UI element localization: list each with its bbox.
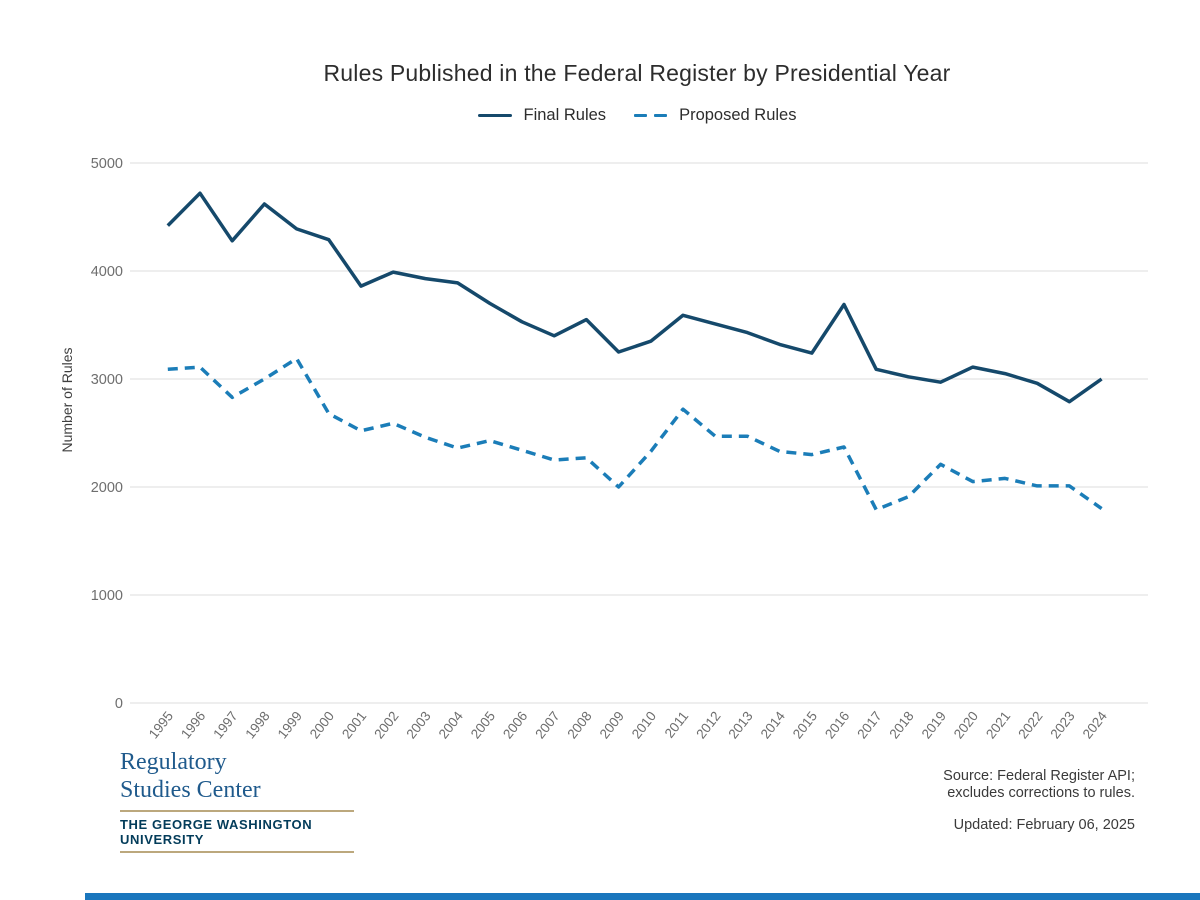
svg-text:2003: 2003: [403, 709, 433, 742]
svg-text:2020: 2020: [951, 709, 981, 742]
proposed-rules-line-swatch: [634, 113, 668, 118]
svg-text:2014: 2014: [758, 708, 789, 741]
source-line-2: excludes corrections to rules.: [947, 785, 1135, 801]
logo-line-gwu: THE GEORGE WASHINGTON UNIVERSITY: [120, 817, 313, 847]
svg-text:2018: 2018: [886, 709, 916, 742]
svg-text:2024: 2024: [1080, 708, 1111, 741]
svg-text:2012: 2012: [693, 709, 723, 742]
svg-text:2022: 2022: [1015, 709, 1045, 742]
svg-text:2008: 2008: [564, 709, 594, 742]
y-axis-title: Number of Rules: [59, 347, 75, 452]
proposed-rules-line: [167, 356, 1103, 512]
logo-line-studies-center: Studies Center: [120, 776, 261, 803]
svg-text:2000: 2000: [91, 480, 123, 496]
svg-text:2017: 2017: [854, 709, 884, 742]
logo-gold-rule-top: [120, 810, 354, 812]
svg-text:3000: 3000: [91, 372, 123, 388]
svg-text:2013: 2013: [725, 709, 755, 742]
chart-legend: Final Rules Proposed Rules: [37, 106, 1200, 125]
source-line-1: Source: Federal Register API;: [943, 768, 1135, 784]
updated-date: Updated: February 06, 2025: [953, 817, 1135, 833]
svg-text:2004: 2004: [436, 708, 467, 741]
legend-item-final-rules: Final Rules: [477, 106, 607, 125]
gridlines: [130, 162, 1148, 704]
x-tick-labels: 1995 1996 1997 1998 1999 2000 2001 2002 2003 2004…: [146, 708, 1110, 741]
svg-text:1995: 1995: [146, 709, 176, 742]
chart-title: Rules Published in the Federal Register …: [323, 60, 951, 86]
svg-text:2001: 2001: [339, 709, 369, 742]
svg-text:2019: 2019: [919, 709, 949, 742]
svg-text:2010: 2010: [629, 709, 659, 742]
svg-text:2023: 2023: [1047, 709, 1077, 742]
svg-text:1996: 1996: [178, 709, 208, 742]
svg-text:1000: 1000: [91, 588, 123, 604]
svg-text:2007: 2007: [532, 709, 562, 742]
logo-gold-rule-bottom: [120, 851, 354, 853]
svg-text:2009: 2009: [597, 709, 627, 742]
svg-text:1997: 1997: [210, 709, 240, 742]
svg-text:2016: 2016: [822, 709, 852, 742]
svg-text:5000: 5000: [91, 156, 123, 172]
source-note: Source: Federal Register API; excludes c…: [943, 768, 1135, 834]
bottom-accent-bar: [85, 893, 1200, 900]
svg-text:2015: 2015: [790, 709, 820, 742]
svg-text:2000: 2000: [307, 709, 337, 742]
svg-text:2006: 2006: [500, 709, 530, 742]
legend-item-proposed-rules: Proposed Rules: [634, 106, 796, 125]
final-rules-line-swatch: [477, 113, 512, 118]
svg-text:2011: 2011: [662, 709, 692, 741]
legend-label-final-rules: Final Rules: [523, 106, 607, 124]
svg-text:1999: 1999: [275, 709, 305, 742]
logo-line-regulatory: Regulatory: [120, 749, 227, 775]
y-tick-labels: 0 1000 2000 3000 4000 5000: [91, 156, 123, 712]
legend-label-proposed-rules: Proposed Rules: [679, 106, 797, 124]
regulatory-studies-center-logo: Regulatory Studies Center THE GEORGE WAS…: [120, 749, 370, 853]
final-rules-line: [166, 191, 1103, 404]
line-chart-plot-area: 0 1000 2000 3000 4000 5000 1995 1996 1997 1998 199…: [59, 156, 1148, 742]
svg-text:2002: 2002: [371, 709, 401, 742]
svg-text:1998: 1998: [242, 709, 272, 742]
svg-text:4000: 4000: [91, 264, 123, 280]
svg-text:2005: 2005: [468, 709, 498, 742]
svg-text:2021: 2021: [983, 709, 1013, 742]
svg-text:0: 0: [115, 696, 123, 712]
